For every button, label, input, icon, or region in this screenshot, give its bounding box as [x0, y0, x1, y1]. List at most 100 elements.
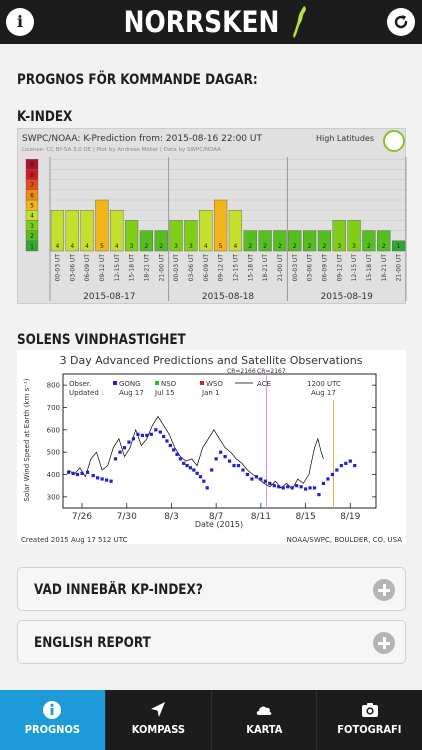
kp-bar	[95, 199, 109, 252]
kp-time-label: 09-12 UT	[336, 254, 343, 282]
gong-point	[295, 484, 299, 488]
gong-point	[195, 471, 199, 475]
kp-bar-label: 2	[278, 243, 282, 250]
wind-ytick-label: 600	[47, 426, 60, 434]
gong-point	[136, 432, 140, 436]
kp-scale-label: 6	[30, 192, 34, 199]
info-icon	[43, 701, 62, 719]
solar-wind-chart-svg: 3 Day Advanced Predictions and Satellite…	[21, 354, 402, 544]
gong-point	[245, 472, 250, 477]
gong-point	[158, 430, 162, 434]
gong-point	[178, 457, 182, 461]
gong-point	[113, 457, 118, 461]
kp-bar-label: 3	[352, 243, 356, 250]
kp-day-label: 2015-08-17	[83, 292, 135, 302]
wind-title: 3 Day Advanced Predictions and Satellite…	[60, 354, 363, 367]
gong-point	[339, 463, 343, 468]
camera-icon	[361, 703, 378, 717]
kp-time-label: 03-06 UT	[69, 254, 76, 282]
tab-prognos[interactable]: PROGNOS	[0, 690, 105, 750]
gong-point	[330, 472, 335, 477]
wind-ytick-label: 400	[47, 471, 60, 479]
gong-point	[154, 428, 158, 432]
gong-point	[192, 468, 196, 472]
gong-point	[210, 468, 214, 472]
kp-bar	[258, 230, 272, 252]
kp-bar	[213, 199, 228, 252]
gong-point	[214, 457, 218, 461]
kp-bar-label: 3	[130, 243, 134, 250]
wind-ytick-label: 500	[47, 449, 60, 457]
wind-xlabel: Date (2015)	[195, 520, 243, 529]
kp-bar	[317, 230, 332, 252]
gong-point	[335, 468, 339, 472]
kp-bar-label: 5	[100, 243, 104, 250]
tab-karta[interactable]: KARTA	[210, 690, 317, 750]
kp-time-label: 12-15 UT	[232, 254, 239, 282]
kindex-legend: High Latitudes	[316, 134, 374, 143]
kp-time-label: 06-09 UT	[203, 254, 210, 282]
kp-scale-label: 2	[30, 233, 34, 240]
wind-ylabel: Solar Wind Speed at Earth (km s⁻¹)	[23, 378, 31, 501]
app-header: i NORRSKEN	[0, 0, 422, 44]
gong-point	[85, 470, 90, 474]
annotation-cr2166: CR=2166	[227, 368, 256, 375]
kp-time-label: 15-18 UT	[366, 254, 373, 282]
gong-point	[268, 481, 272, 486]
info-button[interactable]: i	[6, 8, 34, 36]
wind-xtick-label: 8/15	[295, 512, 315, 522]
kp-scale-label: 5	[30, 203, 34, 210]
tab-kompass[interactable]: KOMPASS	[104, 690, 211, 750]
kp-bar-label: 5	[219, 243, 223, 250]
legend-wso-date: Jan 1	[201, 389, 219, 397]
legend-wso: WSO	[206, 380, 223, 388]
kp-bar-label: 4	[115, 243, 119, 250]
cloud-icon	[256, 706, 272, 715]
tab-fotografi[interactable]: FOTOGRAFI	[316, 690, 422, 750]
gong-point	[286, 485, 290, 489]
kp-bar-label: 2	[159, 243, 163, 250]
kp-scale-label: 3	[30, 223, 34, 230]
gong-point	[168, 443, 172, 448]
gong-point	[353, 463, 357, 468]
kindex-title: SWPC/NOAA: K-Prediction from: 2015-08-16…	[22, 134, 262, 144]
kp-time-label: 21-00 UT	[396, 254, 403, 282]
gong-point	[175, 452, 179, 456]
legend-nso: NSO	[161, 380, 177, 388]
gong-point	[227, 459, 232, 463]
kp-bar-label: 4	[56, 243, 60, 250]
main-content: PROGNOS FÖR KOMMANDE DAGAR: K-INDEX SWPC…	[0, 44, 422, 690]
app-logo: NORRSKEN	[0, 4, 422, 40]
gong-point	[299, 485, 303, 489]
legend-updated: Updated :	[69, 389, 103, 397]
kp-bar	[110, 209, 124, 252]
kp-time-label: 00-03 UT	[292, 254, 299, 282]
gong-point	[71, 471, 75, 475]
accordion-english-report[interactable]: ENGLISH REPORT	[17, 620, 406, 664]
annotation-date: Aug 17	[311, 389, 336, 397]
kp-bar-label: 2	[367, 243, 371, 250]
kp-time-label: 18-21 UT	[143, 254, 150, 282]
accordion-kp-index[interactable]: VAD INNEBÄR KP-INDEX?	[17, 567, 406, 611]
wind-ytick-label: 700	[47, 404, 60, 412]
gong-point	[219, 450, 223, 454]
plus-icon	[373, 579, 395, 601]
annotation-time: 1200 UTC	[307, 380, 341, 388]
kp-time-label: 15-18 UT	[129, 254, 136, 282]
kp-bar	[228, 209, 243, 252]
kp-time-label: 06-09 UT	[84, 254, 91, 282]
gong-point	[149, 432, 153, 436]
accordion-label: ENGLISH REPORT	[34, 635, 151, 651]
kp-time-label: 03-06 UT	[307, 254, 314, 282]
gong-point	[80, 471, 84, 475]
kp-bar-label: 1	[397, 243, 401, 250]
kp-bar-label: 2	[293, 243, 297, 250]
kindex-heading: K-INDEX	[17, 109, 73, 125]
gong-point	[182, 461, 186, 465]
gong-point	[100, 477, 104, 481]
wind-legend: Obser. Updated : GONG Aug 17 NSO Jul 15 …	[69, 380, 271, 397]
kp-day-label: 2015-08-18	[202, 292, 255, 302]
gong-point	[165, 439, 169, 443]
refresh-button[interactable]	[387, 8, 415, 36]
gong-point	[281, 486, 285, 490]
